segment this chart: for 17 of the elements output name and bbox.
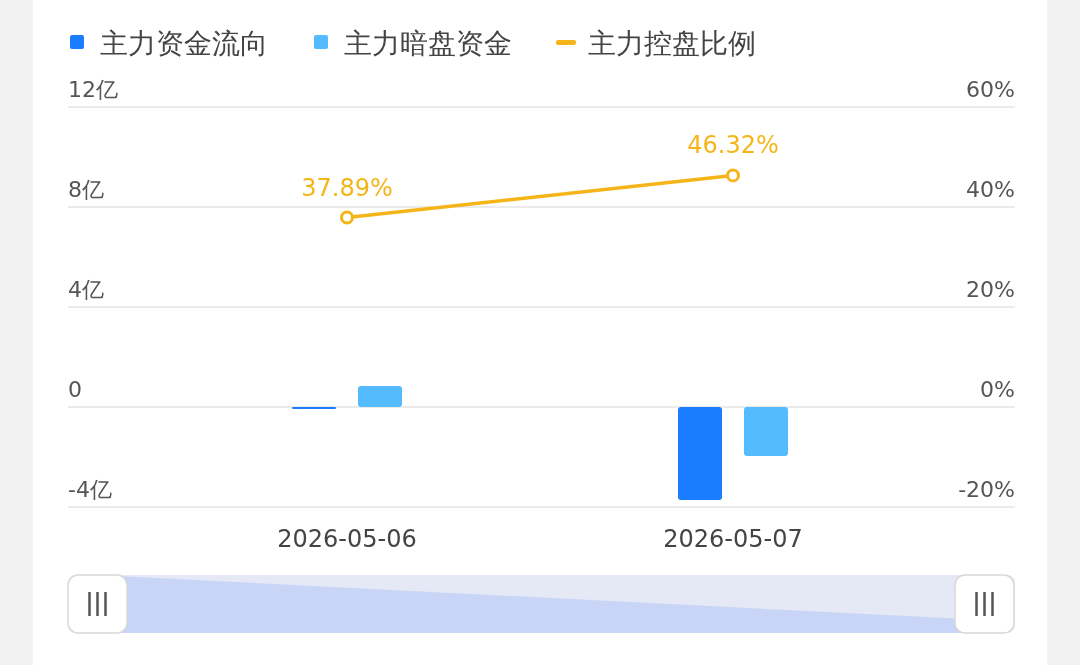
- y-tick-label: 8亿: [68, 177, 104, 202]
- data-label: 37.89%: [301, 173, 393, 202]
- y-tick-label: -4亿: [68, 477, 112, 502]
- y2-tick-label: 20%: [966, 277, 1015, 302]
- y2-tick-label: 40%: [966, 177, 1015, 202]
- y-tick-label: 12亿: [68, 77, 118, 102]
- legend-label: 主力暗盘资金: [344, 27, 512, 60]
- x-tick-label: 2026-05-07: [663, 525, 803, 553]
- data-label: 46.32%: [687, 131, 779, 160]
- legend-label: 主力资金流向: [100, 27, 268, 60]
- legend-label: 主力控盘比例: [588, 27, 756, 60]
- y-tick-label: 0: [68, 377, 82, 402]
- y2-tick-label: -20%: [958, 477, 1015, 502]
- y2-tick-label: 60%: [966, 77, 1015, 102]
- y2-tick-label: 0%: [980, 377, 1015, 402]
- y-tick-label: 4亿: [68, 277, 104, 302]
- x-tick-label: 2026-05-06: [277, 525, 417, 553]
